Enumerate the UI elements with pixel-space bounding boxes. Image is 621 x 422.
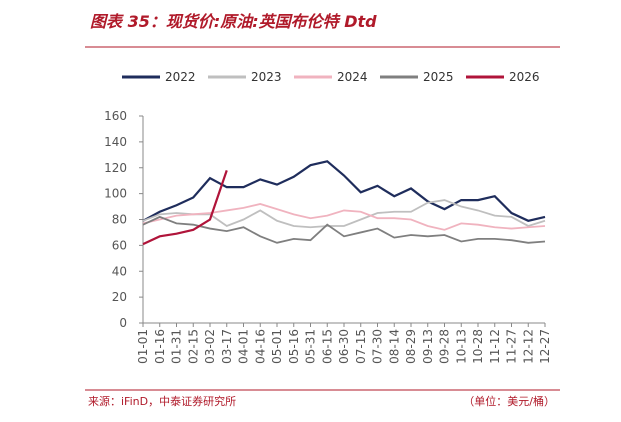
x-tick-label: 04-16: [253, 329, 267, 364]
legend-label: 2022: [165, 70, 196, 84]
y-tick-label: 60: [112, 238, 127, 252]
x-tick-label: 07-30: [371, 329, 385, 364]
x-tick-label: 08-29: [404, 329, 418, 364]
x-tick-label: 08-14: [387, 329, 401, 364]
chart-title: 图表 35：现货价:原油:英国布伦特 Dtd: [90, 12, 377, 31]
x-tick-label: 01-01: [136, 329, 150, 364]
legend-label: 2026: [509, 70, 540, 84]
series-line: [142, 215, 546, 244]
x-tick-label: 01-31: [170, 329, 184, 364]
y-tick-label: 80: [112, 213, 127, 227]
x-tick-label: 01-16: [153, 329, 167, 364]
x-tick-label: 11-27: [505, 329, 519, 364]
series-line: [142, 169, 228, 246]
x-tick-label: 06-30: [337, 329, 351, 364]
legend-label: 2023: [251, 70, 282, 84]
x-tick-label: 09-13: [421, 329, 435, 364]
y-tick-label: 20: [112, 290, 127, 304]
y-tick-label: 100: [104, 187, 127, 201]
x-tick-label: 10-28: [471, 329, 485, 364]
x-tick-label: 04-01: [237, 329, 251, 364]
x-tick-label: 03-02: [203, 329, 217, 364]
y-tick-label: 0: [119, 316, 127, 330]
x-tick-label: 10-13: [454, 329, 468, 364]
y-tick-label: 140: [104, 135, 127, 149]
y-tick-label: 120: [104, 161, 127, 175]
unit: （单位：美元/桶）: [463, 394, 555, 408]
x-tick-label: 05-01: [270, 329, 284, 364]
x-tick-label: 06-15: [320, 329, 334, 364]
legend-label: 2025: [423, 70, 454, 84]
series-line: [142, 160, 546, 222]
x-tick-label: 05-16: [287, 329, 301, 364]
legend-label: 2024: [337, 70, 368, 84]
y-tick-label: 40: [112, 264, 127, 278]
x-tick-label: 12-27: [538, 329, 552, 364]
source: 来源：iFinD，中泰证券研究所: [88, 394, 236, 408]
series-line: [142, 199, 546, 229]
x-tick-label: 09-28: [438, 329, 452, 364]
series-line: [142, 203, 546, 231]
x-tick-label: 05-31: [304, 329, 318, 364]
y-tick-label: 160: [104, 109, 127, 123]
x-tick-label: 07-15: [354, 329, 368, 364]
x-tick-label: 02-15: [186, 329, 200, 364]
x-tick-label: 11-12: [488, 329, 502, 364]
x-tick-label: 12-12: [521, 329, 535, 364]
x-tick-label: 03-17: [220, 329, 234, 364]
